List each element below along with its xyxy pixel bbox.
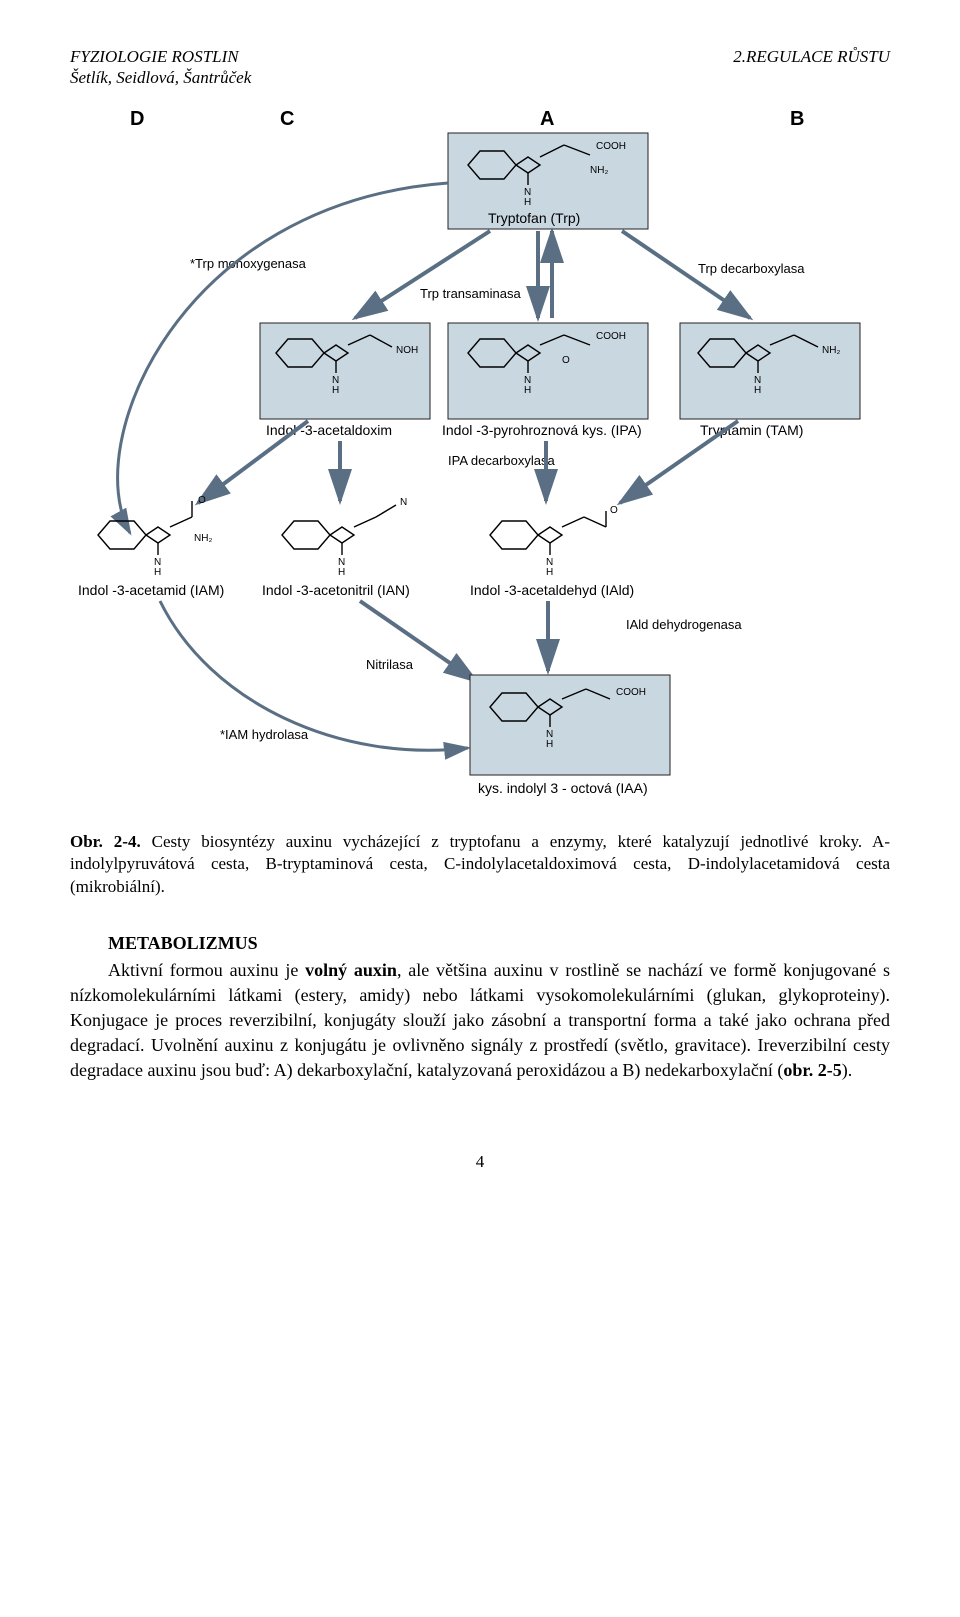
biosynthesis-figure: N H D C A B COOH NH₂ Tryptofan (Trp) *Tr… (70, 103, 890, 803)
enzyme-trp-decarboxylasa: Trp decarboxylasa (698, 261, 805, 276)
svg-text:N: N (400, 497, 407, 508)
node-ian: N Indol -3-acetonitril (IAN) (262, 497, 410, 598)
enzyme-nitrilasa: Nitrilasa (366, 657, 414, 672)
svg-text:NH₂: NH₂ (194, 533, 212, 544)
node-iaa-label: kys. indolyl 3 - octová (IAA) (478, 780, 648, 796)
svg-text:NH₂: NH₂ (822, 345, 840, 356)
enzyme-ipa-decarb: IPA decarboxylasa (448, 453, 555, 468)
node-ian-label: Indol -3-acetonitril (IAN) (262, 582, 410, 598)
node-tryptophan: COOH NH₂ Tryptofan (Trp) (448, 133, 648, 229)
svg-text:COOH: COOH (616, 687, 646, 698)
node-iam-label: Indol -3-acetamid (IAM) (78, 582, 224, 598)
svg-text:O: O (562, 355, 570, 366)
svg-text:NH₂: NH₂ (590, 165, 608, 176)
enzyme-iam-hydrolasa: *IAM hydrolasa (220, 727, 309, 742)
page-number: 4 (70, 1152, 890, 1172)
header-authors: Šetlík, Seidlová, Šantrůček (70, 67, 251, 88)
enzyme-trp-transaminasa: Trp transaminasa (420, 286, 521, 301)
node-ipa: COOH O Indol -3-pyrohroznová kys. (IPA) (442, 323, 648, 438)
svg-text:COOH: COOH (596, 331, 626, 342)
node-iaa: COOH kys. indolyl 3 - octová (IAA) (470, 675, 670, 796)
node-iald-label: Indol -3-acetaldehyd (IAld) (470, 582, 634, 598)
header-right: 2.REGULACE RŮSTU (733, 46, 890, 89)
node-iald: O Indol -3-acetaldehyd (IAld) (470, 505, 634, 598)
caption-lead: Obr. 2-4. (70, 832, 141, 851)
header-title: FYZIOLOGIE ROSTLIN (70, 46, 251, 67)
path-label-d: D (130, 108, 144, 130)
enzyme-trp-monoxygenasa: *Trp monoxygenasa (190, 256, 307, 271)
enzyme-iald-dehydrogenasa: IAld dehydrogenasa (626, 617, 742, 632)
section-body: Aktivní formou auxinu je volný auxin, al… (70, 958, 890, 1082)
path-label-c: C (280, 108, 294, 130)
section-title-metabolizmus: METABOLIZMUS (108, 933, 890, 954)
svg-text:NOH: NOH (396, 345, 418, 356)
node-iaox-label: Indol -3-acetaldoxim (266, 422, 392, 438)
node-tam: NH₂ Tryptamin (TAM) (680, 323, 860, 438)
caption-text: Cesty biosyntézy auxinu vycházející z tr… (70, 832, 890, 897)
page-header: FYZIOLOGIE ROSTLIN Šetlík, Seidlová, Šan… (70, 46, 890, 89)
node-trp-label: Tryptofan (Trp) (488, 210, 580, 226)
node-iaox: NOH Indol -3-acetaldoxim (260, 323, 430, 438)
node-ipa-label: Indol -3-pyrohroznová kys. (IPA) (442, 422, 642, 438)
svg-text:O: O (610, 505, 618, 516)
figure-caption: Obr. 2-4. Cesty biosyntézy auxinu vycház… (70, 831, 890, 900)
path-label-b: B (790, 108, 804, 130)
header-left: FYZIOLOGIE ROSTLIN Šetlík, Seidlová, Šan… (70, 46, 251, 89)
node-iam: O NH₂ Indol -3-acetamid (IAM) (78, 495, 224, 598)
svg-text:O: O (198, 495, 206, 506)
path-label-a: A (540, 108, 554, 130)
svg-text:COOH: COOH (596, 141, 626, 152)
